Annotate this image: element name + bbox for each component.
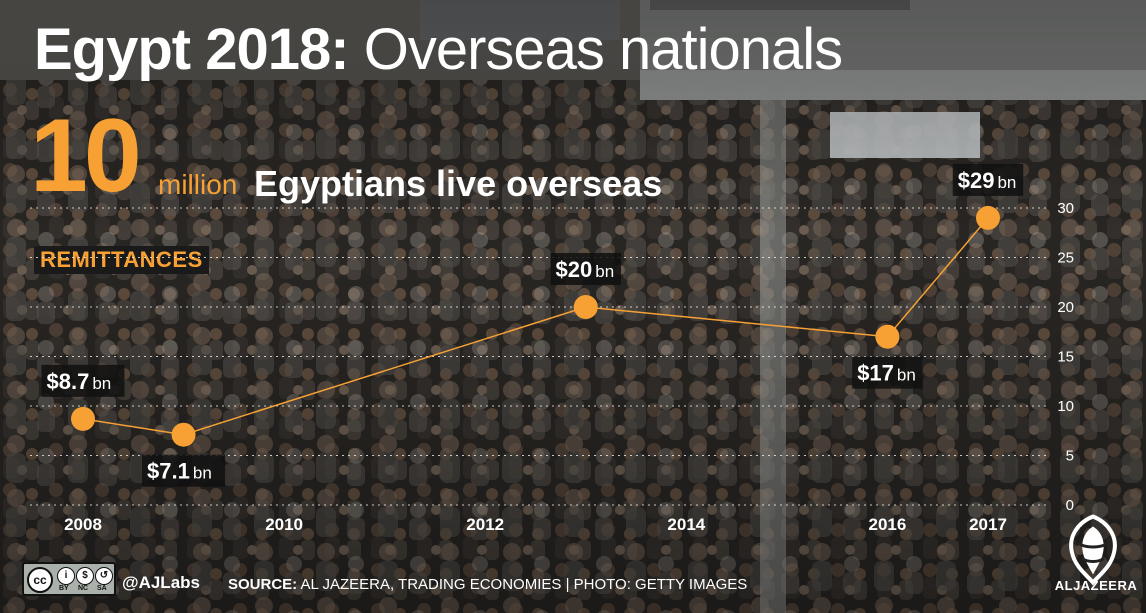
sa-icon: ↺	[95, 567, 113, 585]
x-axis-ticks: 2008 2010 2012 2014 2016 2017	[64, 515, 1007, 534]
data-label-unit: bn	[595, 262, 614, 281]
nc-label: NC	[78, 585, 89, 592]
data-label-unit: bn	[897, 366, 916, 385]
y-tick-label: 30	[1057, 200, 1074, 217]
data-label-value: $8.7	[47, 369, 90, 394]
x-tick-label: 2014	[667, 515, 705, 534]
al-jazeera-logo-icon	[1069, 514, 1117, 586]
data-label-text: $20 bn	[556, 257, 615, 282]
y-tick-label: 10	[1057, 398, 1074, 415]
brand-name: ALJAZEERA	[1054, 578, 1138, 593]
data-label-unit: bn	[997, 173, 1016, 192]
stat-number: 10	[30, 98, 142, 214]
data-points	[71, 205, 1000, 447]
stat-unit: million	[158, 169, 238, 200]
creative-commons-badge: cc i $ ↺ BY NC SA	[22, 562, 116, 596]
data-label-text: $7.1 bn	[147, 459, 212, 484]
y-tick-label: 15	[1057, 349, 1074, 366]
data-label-bg	[550, 253, 622, 285]
stat-text: Egyptians live overseas	[254, 163, 663, 204]
source-text: AL JAZEERA, TRADING ECONOMIES | PHOTO: G…	[300, 576, 748, 593]
data-label-value: $17	[857, 361, 894, 386]
data-label-bg	[142, 454, 226, 487]
data-label-bg	[41, 364, 125, 397]
x-tick-label: 2008	[64, 515, 102, 534]
source-line: SOURCE: AL JAZEERA, TRADING ECONOMIES | …	[228, 576, 747, 593]
data-label-value: $29	[958, 168, 995, 193]
data-label: $20 bn	[550, 253, 622, 285]
by-label: BY	[59, 585, 69, 592]
data-label-text: $17 bn	[857, 361, 916, 386]
data-point	[573, 295, 598, 319]
data-point	[976, 205, 1000, 230]
data-label-value: $20	[556, 257, 593, 282]
x-tick-label: 2016	[869, 515, 907, 534]
x-tick-label: 2017	[969, 515, 1007, 534]
y-tick-label: 25	[1057, 250, 1074, 267]
nc-icon: $	[76, 567, 94, 585]
y-tick-label: 20	[1057, 299, 1074, 316]
data-label: $17 bn	[852, 356, 923, 389]
data-point	[171, 422, 196, 447]
data-label-unit: bn	[92, 374, 111, 393]
data-label-value: $7.1	[147, 459, 190, 484]
data-label-text: $8.7 bn	[47, 369, 112, 394]
headline-light: Overseas nationals	[363, 17, 843, 82]
data-point	[875, 324, 900, 349]
x-tick-label: 2010	[265, 515, 303, 534]
y-axis-ticks: 0 5 10 15 20 25 30	[1057, 200, 1074, 514]
headline: Egypt 2018: Overseas nationals	[34, 17, 843, 82]
cc-icon: cc	[27, 567, 53, 593]
source-label: SOURCE:	[228, 576, 298, 593]
sa-label: SA	[97, 585, 107, 592]
section-label: REMITTANCES	[34, 246, 209, 274]
data-label-text: $29 bn	[958, 168, 1017, 193]
x-tick-label: 2012	[466, 515, 504, 534]
data-label: $29 bn	[952, 163, 1024, 196]
headline-bold: Egypt 2018:	[34, 17, 350, 82]
data-point	[71, 406, 95, 431]
data-label-bg	[852, 356, 923, 389]
data-label-bg	[952, 163, 1024, 196]
by-icon: i	[57, 567, 75, 585]
data-label-unit: bn	[193, 464, 212, 483]
social-handle: @AJLabs	[122, 573, 200, 592]
y-tick-label: 0	[1066, 497, 1074, 514]
data-label: $8.7 bn	[41, 364, 125, 397]
data-labels: $8.7 bn$7.1 bn$20 bn$17 bn$29 bn	[41, 163, 1024, 487]
y-tick-label: 5	[1066, 448, 1074, 465]
series-line	[82, 217, 989, 436]
data-label: $7.1 bn	[142, 454, 226, 487]
